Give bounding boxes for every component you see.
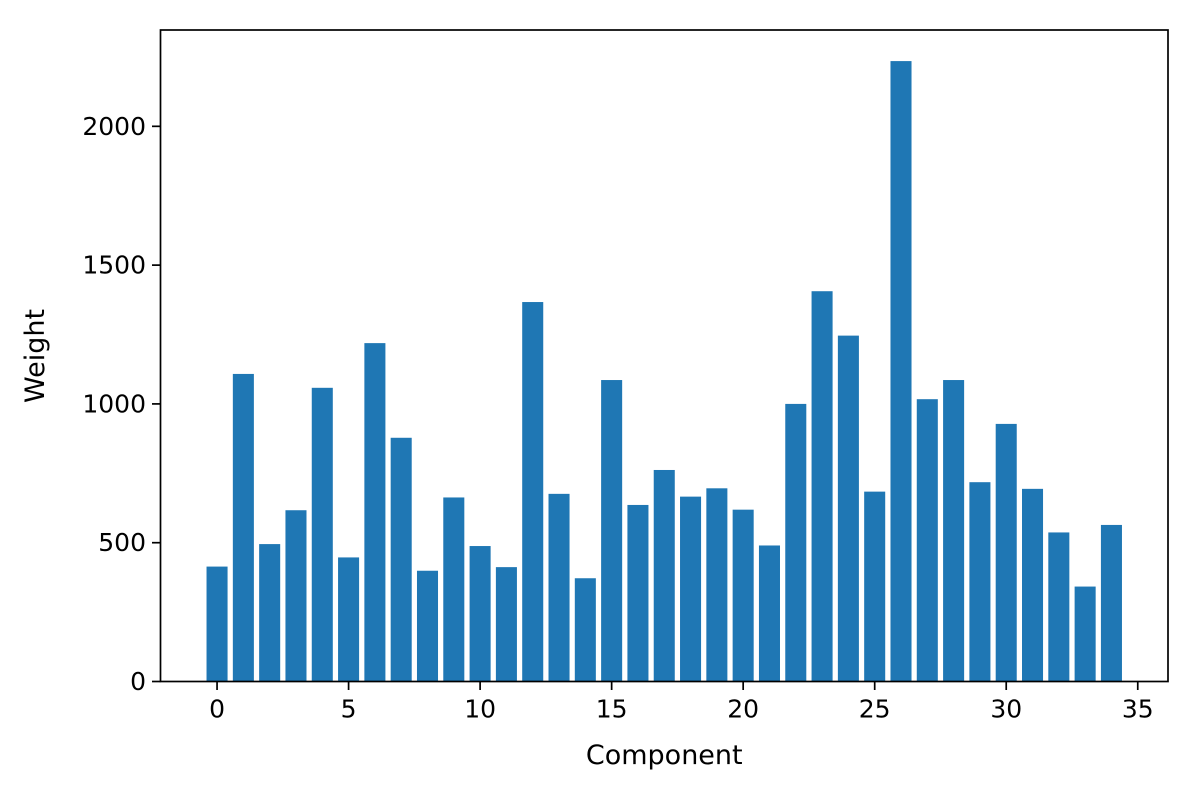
bar-component-26 [890, 61, 912, 682]
y-tick-label-0: 0 [130, 667, 146, 696]
bar-component-15 [601, 380, 623, 682]
bar-component-6 [364, 343, 386, 682]
y-axis-label: Weight [20, 309, 51, 403]
x-axis-label: Component [586, 740, 743, 771]
x-tick-label-5: 5 [341, 695, 357, 724]
bar-component-21 [758, 545, 780, 682]
plot-frame [159, 29, 1169, 683]
bar-component-13 [548, 493, 570, 682]
bar-component-33 [1074, 586, 1096, 682]
y-axis-ticks [152, 125, 161, 683]
bar-component-4 [311, 387, 333, 682]
y-tick-label-2000: 2000 [82, 112, 146, 141]
bar-component-31 [1022, 488, 1044, 682]
x-tick-label-0: 0 [209, 695, 225, 724]
bar-component-5 [338, 557, 360, 682]
bar-component-30 [995, 423, 1017, 682]
x-tick-label-10: 10 [464, 695, 496, 724]
bar-component-23 [811, 291, 833, 682]
x-tick-label-20: 20 [727, 695, 759, 724]
bar-component-12 [522, 302, 544, 682]
bar-component-18 [680, 496, 702, 682]
x-tick-label-25: 25 [859, 695, 891, 724]
bar-component-9 [443, 497, 465, 682]
bar-component-11 [495, 567, 517, 682]
x-tick-label-30: 30 [990, 695, 1022, 724]
bar-component-7 [390, 437, 412, 682]
bar-component-17 [653, 469, 675, 682]
y-tick-label-1500: 1500 [82, 251, 146, 280]
bar-component-2 [259, 544, 281, 682]
bar-component-8 [416, 570, 439, 682]
bar-component-25 [864, 491, 886, 682]
bar-component-22 [785, 403, 807, 682]
x-tick-label-35: 35 [1122, 695, 1154, 724]
bar-component-27 [916, 399, 938, 682]
bar-component-16 [627, 504, 649, 682]
bar-component-1 [232, 373, 254, 682]
bar-component-10 [469, 546, 491, 682]
bar-component-20 [732, 509, 754, 682]
y-tick-label-1000: 1000 [82, 389, 146, 418]
bar-component-0 [206, 566, 228, 682]
x-tick-label-15: 15 [596, 695, 628, 724]
bar-component-29 [969, 482, 991, 682]
y-tick-label-500: 500 [98, 528, 146, 557]
bar-component-14 [574, 578, 596, 682]
bar-component-34 [1100, 524, 1122, 682]
y-axis-tick-labels: 0 500 1000 1500 2000 [82, 112, 146, 696]
bar-component-3 [285, 510, 307, 682]
bar-component-24 [837, 335, 859, 682]
x-axis-tick-labels: 0 5 10 15 20 25 30 35 [209, 695, 1154, 724]
bar-component-32 [1048, 532, 1070, 682]
bar-component-19 [706, 488, 728, 682]
bar-series [206, 61, 1122, 682]
x-axis-ticks [216, 681, 1139, 690]
bar-component-28 [943, 380, 965, 682]
